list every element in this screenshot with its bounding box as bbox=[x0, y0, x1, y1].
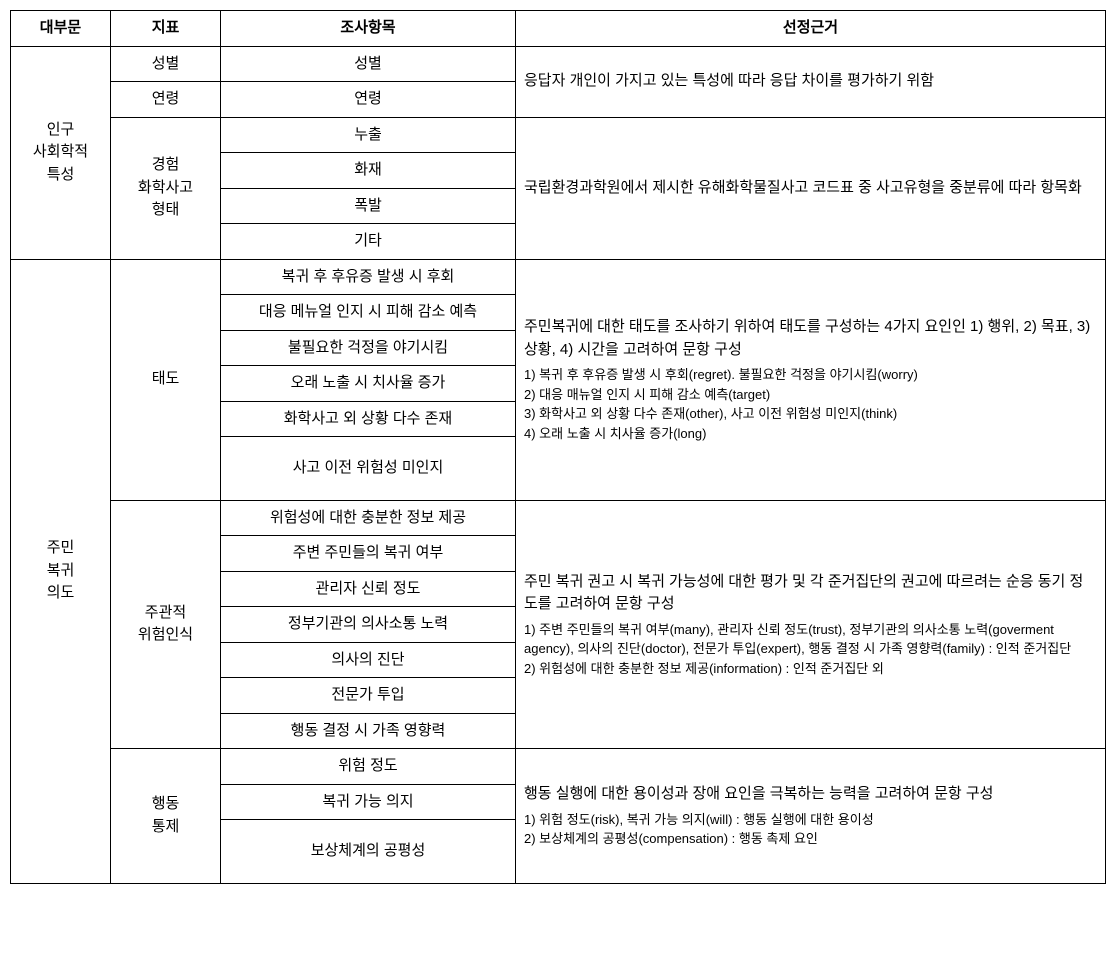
cell-item: 화학사고 외 상황 다수 존재 bbox=[221, 401, 516, 437]
cell-indicator: 성별 bbox=[111, 46, 221, 82]
cell-item: 정부기관의 의사소통 노력 bbox=[221, 607, 516, 643]
cell-item: 위험성에 대한 충분한 정보 제공 bbox=[221, 500, 516, 536]
cell-item: 사고 이전 위험성 미인지 bbox=[221, 437, 516, 501]
table-header-row: 대부문 지표 조사항목 선정근거 bbox=[11, 11, 1106, 47]
cell-item: 행동 결정 시 가족 영향력 bbox=[221, 713, 516, 749]
cell-item: 복귀 후 후유증 발생 시 후회 bbox=[221, 259, 516, 295]
table-row: 주민 복귀 의도 태도 복귀 후 후유증 발생 시 후회 주민복귀에 대한 태도… bbox=[11, 259, 1106, 295]
basis-main-text: 행동 실행에 대한 용이성과 장애 요인을 극복하는 능력을 고려하여 문항 구… bbox=[524, 783, 1097, 806]
header-basis: 선정근거 bbox=[516, 11, 1106, 47]
table-row: 행동 통제 위험 정도 행동 실행에 대한 용이성과 장애 요인을 극복하는 능… bbox=[11, 749, 1106, 785]
cell-indicator: 행동 통제 bbox=[111, 749, 221, 884]
cell-item: 전문가 투입 bbox=[221, 678, 516, 714]
header-indicator: 지표 bbox=[111, 11, 221, 47]
cell-item: 성별 bbox=[221, 46, 516, 82]
cell-indicator: 주관적 위험인식 bbox=[111, 500, 221, 749]
basis-sub-text: 1) 주변 주민들의 복귀 여부(many), 관리자 신뢰 정도(trust)… bbox=[524, 620, 1097, 679]
cell-basis: 응답자 개인이 가지고 있는 특성에 따라 응답 차이를 평가하기 위함 bbox=[516, 46, 1106, 117]
cell-indicator: 태도 bbox=[111, 259, 221, 500]
cell-item: 복귀 가능 의지 bbox=[221, 784, 516, 820]
cell-basis: 행동 실행에 대한 용이성과 장애 요인을 극복하는 능력을 고려하여 문항 구… bbox=[516, 749, 1106, 884]
cell-item: 위험 정도 bbox=[221, 749, 516, 785]
cell-basis: 주민 복귀 권고 시 복귀 가능성에 대한 평가 및 각 준거집단의 권고에 따… bbox=[516, 500, 1106, 749]
cell-item: 대응 메뉴얼 인지 시 피해 감소 예측 bbox=[221, 295, 516, 331]
header-category: 대부문 bbox=[11, 11, 111, 47]
cell-category: 인구 사회학적 특성 bbox=[11, 46, 111, 259]
cell-item: 연령 bbox=[221, 82, 516, 118]
cell-item: 주변 주민들의 복귀 여부 bbox=[221, 536, 516, 572]
cell-indicator: 연령 bbox=[111, 82, 221, 118]
survey-framework-table: 대부문 지표 조사항목 선정근거 인구 사회학적 특성 성별 성별 응답자 개인… bbox=[10, 10, 1106, 884]
basis-main-text: 주민 복귀 권고 시 복귀 가능성에 대한 평가 및 각 준거집단의 권고에 따… bbox=[524, 571, 1097, 616]
cell-item: 기타 bbox=[221, 224, 516, 260]
cell-item: 의사의 진단 bbox=[221, 642, 516, 678]
cell-basis: 국립환경과학원에서 제시한 유해화학물질사고 코드표 중 사고유형을 중분류에 … bbox=[516, 117, 1106, 259]
basis-main-text: 주민복귀에 대한 태도를 조사하기 위하여 태도를 구성하는 4가지 요인인 1… bbox=[524, 316, 1097, 361]
table-row: 주관적 위험인식 위험성에 대한 충분한 정보 제공 주민 복귀 권고 시 복귀… bbox=[11, 500, 1106, 536]
table-row: 인구 사회학적 특성 성별 성별 응답자 개인이 가지고 있는 특성에 따라 응… bbox=[11, 46, 1106, 82]
header-item: 조사항목 bbox=[221, 11, 516, 47]
cell-item: 폭발 bbox=[221, 188, 516, 224]
basis-sub-text: 1) 복귀 후 후유증 발생 시 후회(regret). 불필요한 걱정을 야기… bbox=[524, 365, 1097, 443]
cell-item: 관리자 신뢰 정도 bbox=[221, 571, 516, 607]
cell-item: 누출 bbox=[221, 117, 516, 153]
cell-item: 보상체계의 공평성 bbox=[221, 820, 516, 884]
cell-item: 불필요한 걱정을 야기시킴 bbox=[221, 330, 516, 366]
basis-sub-text: 1) 위험 정도(risk), 복귀 가능 의지(will) : 행동 실행에 … bbox=[524, 810, 1097, 849]
table-row: 경험 화학사고 형태 누출 국립환경과학원에서 제시한 유해화학물질사고 코드표… bbox=[11, 117, 1106, 153]
cell-category: 주민 복귀 의도 bbox=[11, 259, 111, 883]
cell-item: 오래 노출 시 치사율 증가 bbox=[221, 366, 516, 402]
cell-item: 화재 bbox=[221, 153, 516, 189]
cell-indicator: 경험 화학사고 형태 bbox=[111, 117, 221, 259]
cell-basis: 주민복귀에 대한 태도를 조사하기 위하여 태도를 구성하는 4가지 요인인 1… bbox=[516, 259, 1106, 500]
